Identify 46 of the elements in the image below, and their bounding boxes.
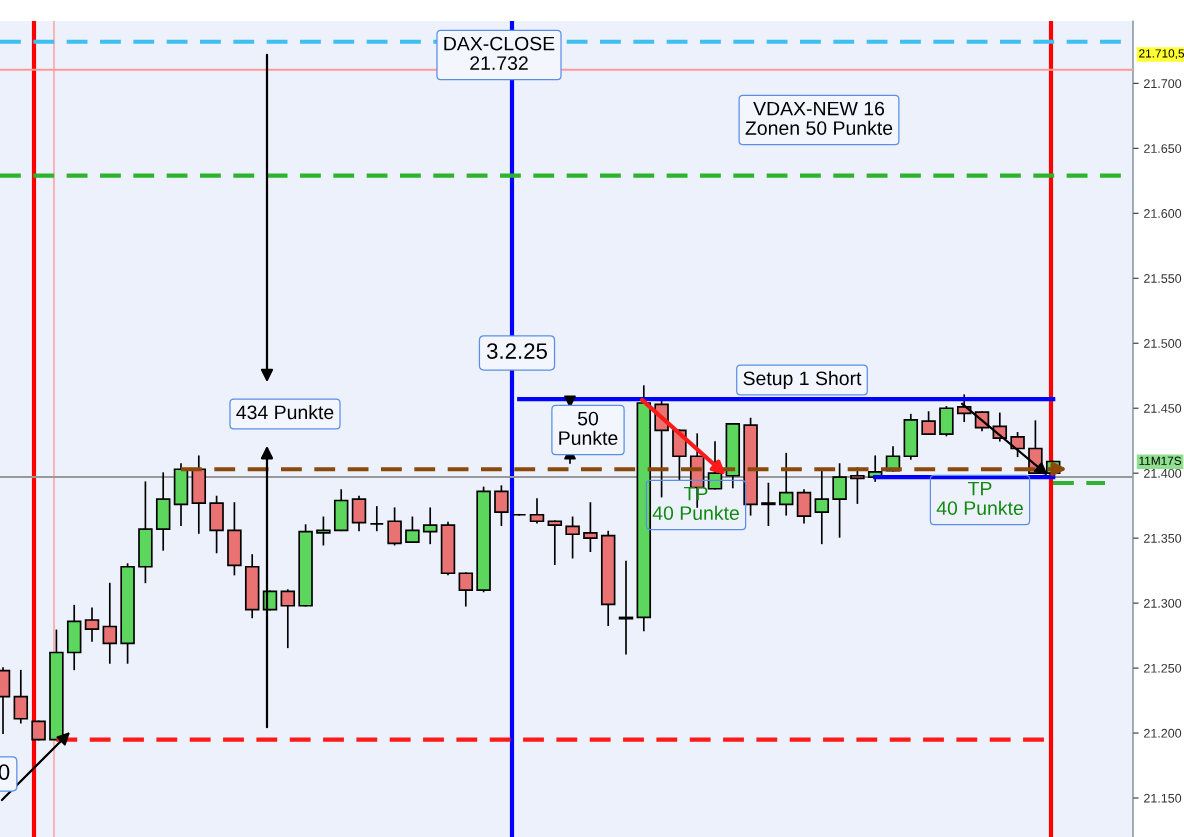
candlestick: [761, 482, 776, 526]
candlestick: [369, 506, 385, 532]
candlestick: [351, 495, 367, 532]
candlestick: [547, 520, 563, 565]
y-tick-label: 21.450: [1144, 404, 1182, 413]
candlestick: [31, 720, 46, 741]
candlestick: [13, 669, 29, 724]
candlestick: [921, 411, 936, 436]
y-tick-label: 21.550: [1144, 274, 1182, 283]
annotation: VDAX-NEW 16 Zonen 50 Punkte: [745, 101, 893, 135]
candlestick: [796, 489, 812, 524]
y-tick-label: 21.200: [1144, 728, 1182, 738]
y-tick-label: 21.600: [1144, 209, 1182, 218]
y-tick-label: 21.250: [1144, 663, 1182, 673]
candlestick: [583, 502, 598, 552]
ref-line-label: 21.710,5: [1139, 49, 1184, 60]
candlestick: [422, 507, 438, 545]
candlestick: [102, 582, 118, 664]
candlestick: [778, 452, 794, 516]
y-tick-label: 21.400: [1144, 468, 1182, 478]
y-tick-label: 21.350: [1144, 533, 1182, 543]
candlestick: [405, 516, 420, 543]
annotation: DAX-CLOSE 21.732: [444, 36, 555, 70]
candlestick: [316, 516, 331, 546]
annotation: TP 40 Punkte: [936, 481, 1023, 515]
candlestick: [387, 507, 402, 546]
candlestick: [84, 607, 100, 642]
candlestick: [280, 589, 296, 649]
candlestick: [494, 485, 509, 526]
y-tick-label: 21.300: [1144, 598, 1182, 608]
y-tick-label: 21.650: [1144, 144, 1182, 153]
candlestick: [814, 468, 830, 545]
candlestick: [458, 572, 474, 607]
candlestick: [565, 516, 580, 559]
annotation: 3.2.25: [486, 343, 547, 359]
candlestick: [1010, 432, 1025, 458]
annotation: 50 Punkte: [559, 411, 618, 445]
annotation: Setup 1 Short: [743, 370, 862, 390]
ref-line-label: 11M17S: [1139, 456, 1182, 465]
candlestick: [529, 498, 545, 524]
y-tick-label: 21.700: [1144, 79, 1182, 89]
annotation: 434 Punkte: [236, 404, 334, 420]
candlestick: [618, 560, 634, 655]
candlestick: [832, 463, 847, 538]
y-tick-label: 21.500: [1144, 339, 1182, 348]
y-tick-label: 21.150: [1144, 793, 1182, 803]
